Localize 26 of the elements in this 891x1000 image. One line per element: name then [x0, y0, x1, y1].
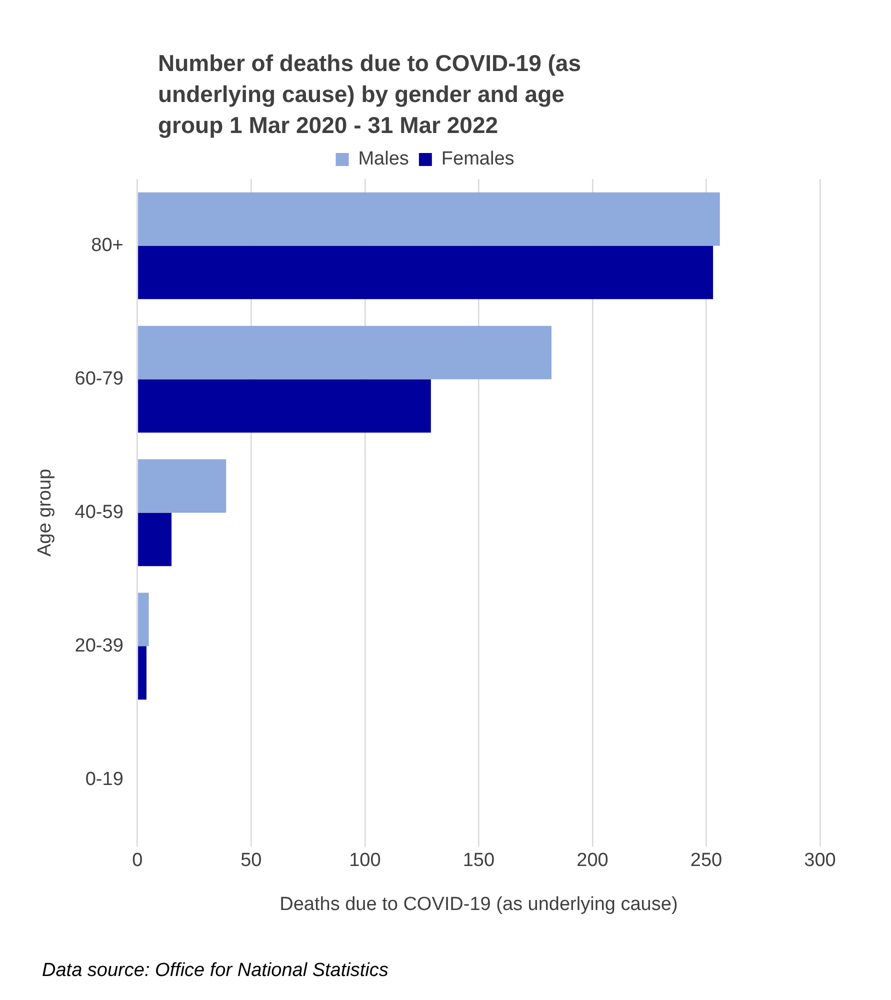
y-axis-title: Age group — [34, 468, 56, 557]
x-tick-label: 150 — [462, 850, 495, 872]
bar — [138, 459, 226, 513]
chart-title: Number of deaths due to COVID-19 (as underlying cause) by gender and age group 1 Mar 2020 - 31 Mar 2022 — [158, 49, 582, 140]
x-tick-label: 300 — [804, 850, 836, 872]
bar — [138, 379, 431, 433]
bar — [138, 246, 714, 300]
y-tick-label: 20-39 — [74, 635, 124, 656]
y-tick-label: 40-59 — [74, 502, 124, 523]
bar — [138, 646, 146, 700]
x-tick-label: 100 — [349, 850, 381, 872]
y-tick-label: 60-79 — [74, 368, 124, 390]
bar — [138, 326, 552, 380]
bar — [138, 512, 172, 566]
bar — [138, 592, 149, 646]
x-tick-label: 200 — [576, 850, 608, 872]
legend-label: Males — [358, 148, 409, 170]
bar — [138, 192, 720, 246]
source-note: Data source: Office for National Statistics — [42, 960, 388, 982]
y-tick-label: 80+ — [91, 234, 124, 256]
x-tick-label: 0 — [132, 850, 143, 872]
x-axis-title: Deaths due to COVID-19 (as underlying cause) — [280, 894, 678, 915]
y-tick-label: 0-19 — [85, 768, 124, 790]
x-tick-label: 250 — [690, 850, 722, 872]
x-tick-label: 50 — [240, 850, 262, 872]
legend-label: Females — [441, 148, 514, 170]
